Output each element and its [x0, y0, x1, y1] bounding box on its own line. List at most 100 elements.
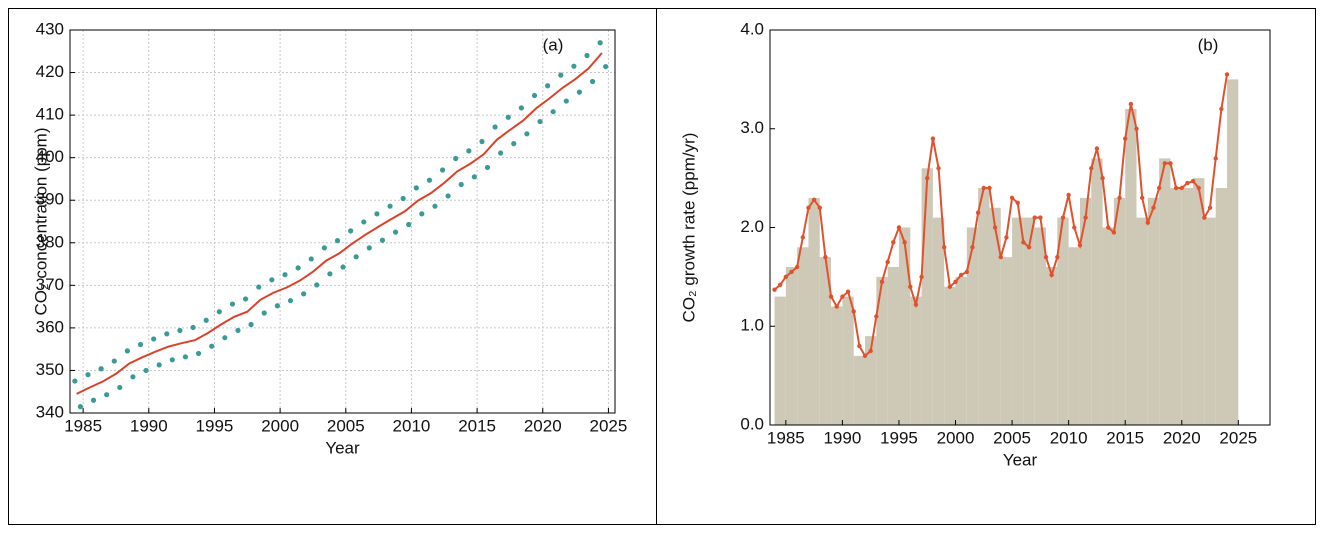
x-tick-label: 1985	[767, 428, 805, 447]
data-point	[269, 277, 275, 283]
line-marker	[981, 185, 987, 191]
x-tick-label: 2020	[1163, 428, 1201, 447]
y-tick-label: 340	[36, 402, 64, 421]
line-marker	[800, 235, 806, 240]
bar	[876, 276, 888, 425]
bar	[797, 247, 809, 425]
bar	[932, 217, 945, 425]
panel: 1985 1990 1995 2000 2005 2010 2015 2020 2025 0.0 1…	[679, 19, 1271, 469]
data-point	[151, 336, 157, 342]
bar	[887, 267, 899, 425]
x-tick-label: 2000	[261, 416, 299, 435]
y-tick-label: 1.0	[740, 316, 764, 335]
line-marker	[942, 245, 947, 250]
data-point	[295, 265, 301, 271]
data-point	[379, 237, 386, 243]
data-point	[85, 372, 91, 378]
panel: 1985 1990 1995 2000 2005 2010 2015 2020 2025 340 3…	[31, 19, 627, 457]
data-point	[124, 348, 130, 354]
x-tick-label: 2025	[1219, 428, 1257, 447]
line-marker	[1151, 205, 1156, 210]
y-tick-label: 4.0	[740, 19, 764, 38]
x-tick-label: 2010	[393, 416, 431, 435]
line-marker	[970, 245, 975, 250]
bar	[1113, 197, 1126, 425]
panel-label: (a)	[543, 35, 564, 54]
line-marker	[817, 205, 822, 210]
data-point	[387, 203, 393, 209]
y-tick-label: 0.0	[740, 414, 764, 433]
x-tick-label: 2010	[1050, 428, 1088, 447]
data-point	[406, 221, 412, 228]
x-tick-label: 1990	[823, 428, 861, 447]
data-point	[498, 150, 504, 156]
line-marker	[885, 259, 890, 265]
y-tick-label: 3.0	[740, 118, 764, 137]
line-marker	[1196, 185, 1201, 191]
line-marker	[1219, 106, 1224, 112]
bar	[1227, 79, 1239, 425]
x-tick-label: 2015	[458, 416, 496, 435]
line-marker	[919, 274, 924, 280]
x-tick-label: 2000	[937, 428, 975, 447]
x-tick-label: 1995	[880, 428, 918, 447]
bar	[1204, 217, 1216, 425]
line-marker	[1083, 215, 1088, 220]
data-point	[143, 367, 149, 374]
line-marker	[1145, 220, 1151, 225]
data-point	[327, 271, 333, 277]
line-marker	[1224, 72, 1230, 77]
data-point	[524, 131, 530, 137]
line-marker	[840, 294, 845, 299]
line-marker	[1066, 192, 1071, 198]
bar	[1102, 227, 1114, 425]
data-point	[537, 118, 543, 125]
line-marker	[947, 284, 953, 289]
data-point	[374, 211, 380, 217]
line-marker	[953, 279, 958, 285]
bar	[785, 267, 798, 425]
bar	[1170, 188, 1182, 425]
data-point	[321, 245, 327, 251]
bar	[1000, 257, 1013, 425]
data-point	[466, 148, 472, 154]
data-point	[235, 327, 241, 334]
bar	[819, 257, 832, 425]
line-marker	[936, 166, 941, 171]
data-point	[589, 78, 596, 85]
line-marker	[1043, 254, 1049, 260]
bar	[978, 188, 990, 425]
bar	[1023, 217, 1035, 425]
data-point	[156, 362, 162, 368]
line-marker	[1207, 205, 1213, 210]
data-point	[117, 384, 123, 391]
data-point	[314, 282, 320, 288]
bar	[1136, 217, 1148, 425]
y-tick-label: 430	[36, 19, 64, 38]
data-point	[77, 404, 83, 410]
data-point	[190, 324, 196, 331]
line-marker	[1026, 245, 1032, 250]
line-marker	[777, 282, 783, 287]
line-marker	[794, 264, 800, 270]
line-marker	[1032, 215, 1037, 220]
line-marker	[1173, 185, 1179, 191]
bar	[808, 197, 820, 425]
data-point	[439, 167, 446, 173]
data-point	[484, 164, 491, 171]
data-point	[550, 109, 556, 115]
data-point	[203, 317, 209, 323]
data-point	[111, 358, 117, 364]
line-marker	[925, 175, 930, 181]
line-marker	[1072, 225, 1077, 230]
line-marker	[902, 240, 907, 245]
line-marker	[1038, 215, 1043, 220]
bar	[1079, 197, 1092, 425]
data-point	[164, 331, 170, 337]
data-point	[361, 219, 367, 225]
data-point	[229, 301, 236, 307]
line-marker	[987, 185, 992, 191]
y-tick-label: 370	[36, 275, 64, 294]
line-marker	[1094, 146, 1100, 151]
x-tick-label: 1990	[130, 416, 168, 435]
